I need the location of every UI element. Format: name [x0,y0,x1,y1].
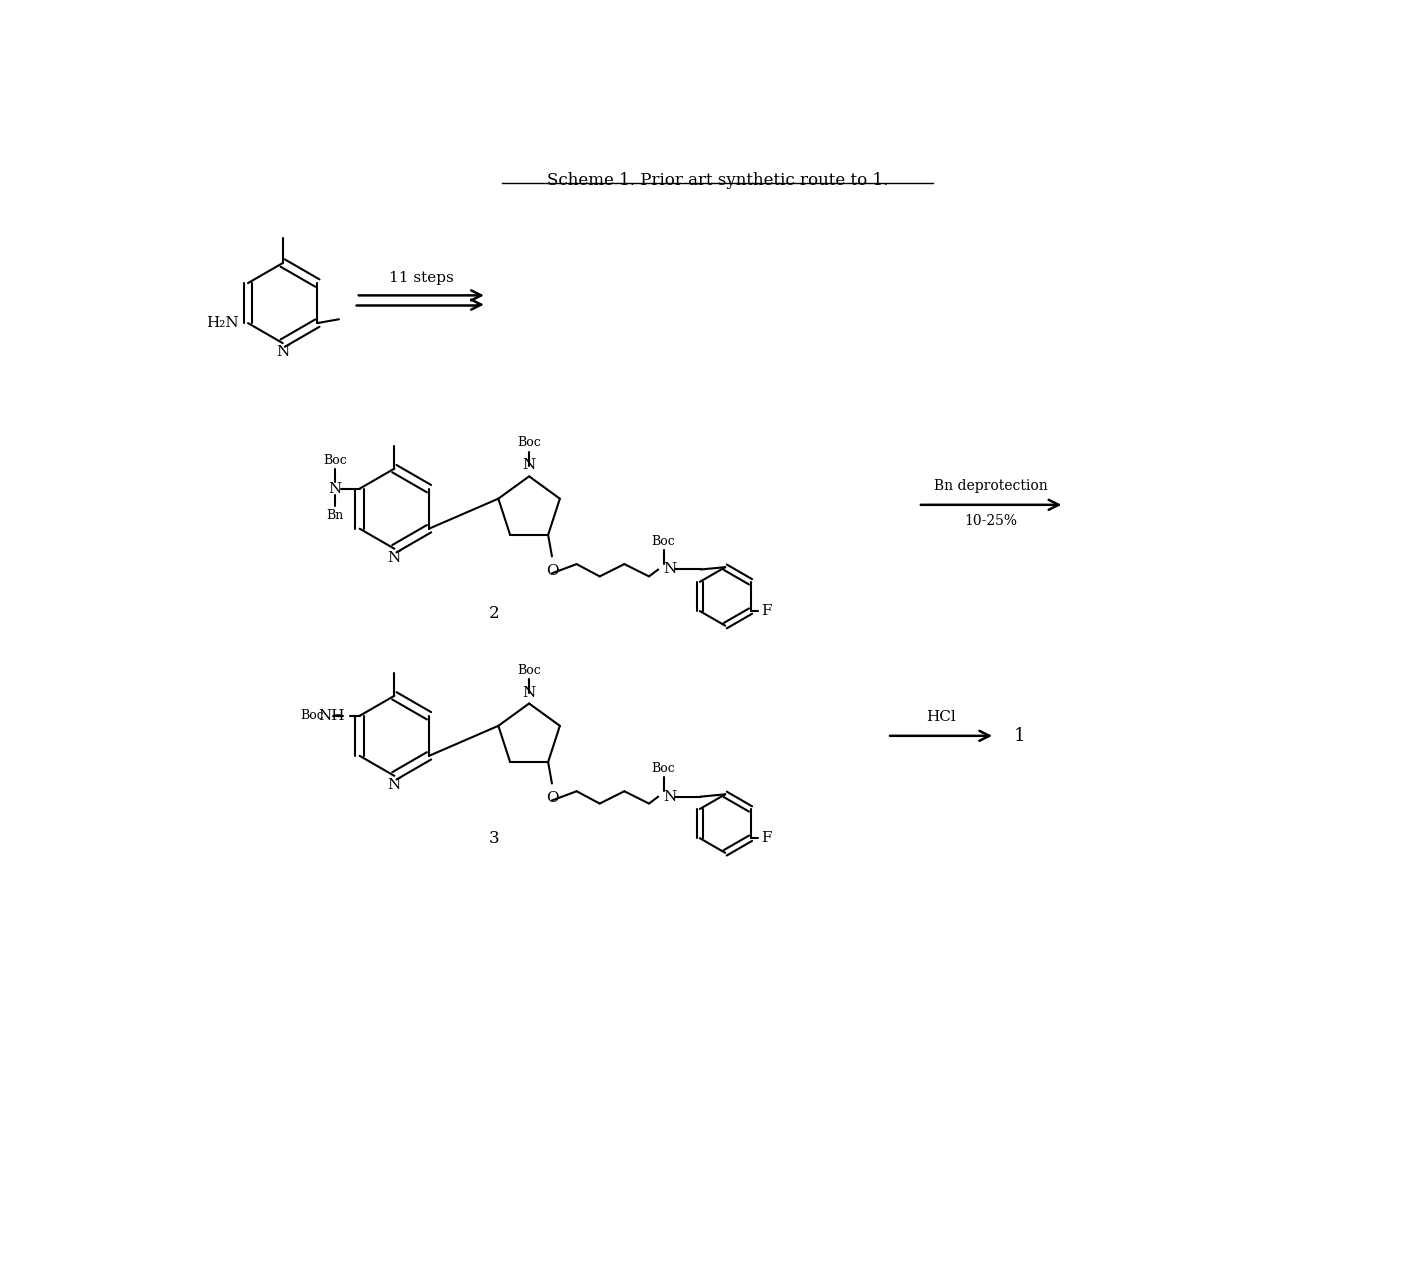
Text: N: N [523,686,536,700]
Text: N: N [388,779,401,792]
Text: Bn deprotection: Bn deprotection [934,479,1047,493]
Text: HCl: HCl [927,710,956,724]
Text: Boc: Boc [517,663,541,677]
Text: O: O [545,791,558,805]
Text: 1: 1 [1014,727,1026,744]
Text: N: N [328,482,342,496]
Text: 2: 2 [489,605,499,621]
Text: Scheme 1. Prior art synthetic route to 1.: Scheme 1. Prior art synthetic route to 1… [547,172,889,189]
Text: 10-25%: 10-25% [965,514,1018,527]
Text: O: O [545,564,558,578]
Text: N: N [663,790,677,804]
Text: Boc: Boc [652,535,676,548]
Text: Boc: Boc [300,709,324,723]
Text: F: F [761,832,773,846]
Text: Boc: Boc [652,762,676,775]
Text: Boc: Boc [517,436,541,449]
Text: N: N [276,345,289,359]
Text: N: N [388,552,401,566]
Text: H₂N: H₂N [206,316,238,330]
Text: N: N [663,563,677,577]
Text: F: F [761,604,773,618]
Text: NH: NH [318,709,345,723]
Text: N: N [523,459,536,473]
Text: Boc: Boc [324,454,346,467]
Text: 3: 3 [489,829,499,847]
Text: Bn: Bn [327,508,343,521]
Text: 11 steps: 11 steps [388,271,454,285]
